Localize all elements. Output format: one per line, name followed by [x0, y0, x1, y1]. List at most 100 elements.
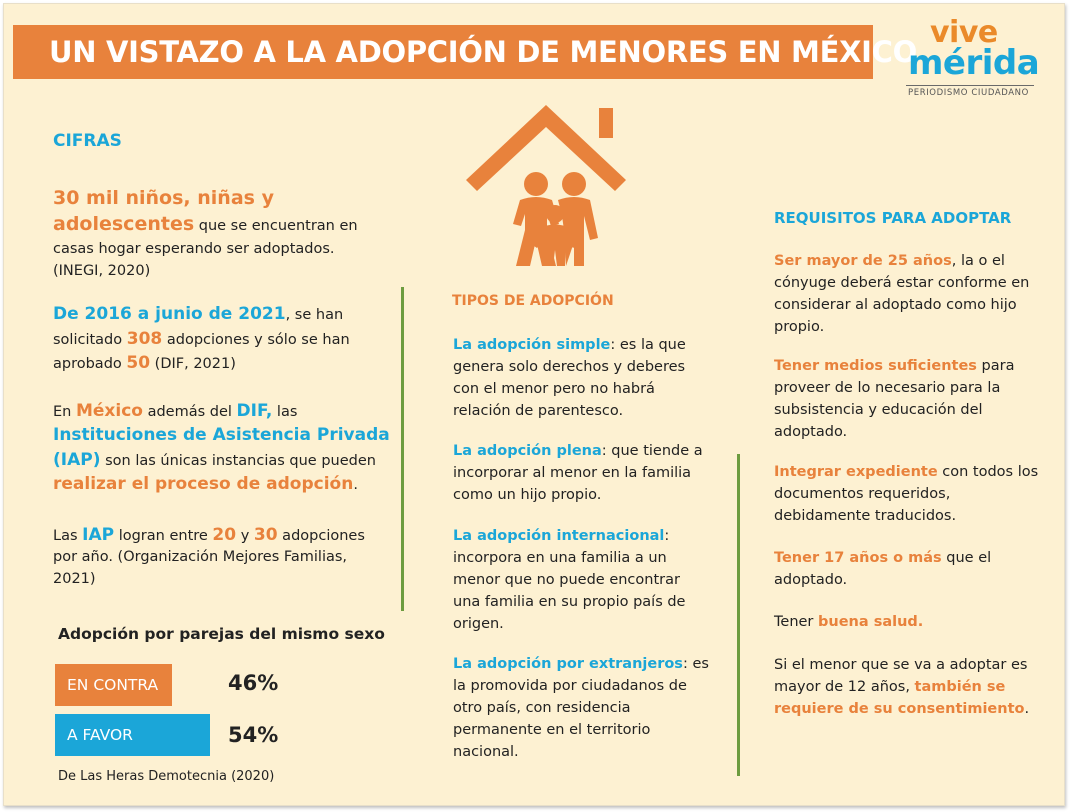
- tipo-4-line4: permanente en el territorio: [453, 722, 651, 738]
- cifras-highlight: IAP: [82, 525, 115, 545]
- tipo-text: :: [664, 528, 670, 544]
- cifras-p1-source: (INEGI, 2020): [53, 263, 151, 279]
- tipo-text: : es: [682, 656, 709, 672]
- req-1-line2: cónyuge deberá estar conforme en: [774, 275, 1030, 291]
- req-6-line3: requiere de su consentimiento.: [774, 698, 1029, 720]
- req-6-line2: mayor de 12 años, también se: [774, 676, 1005, 698]
- tipo-3-line2: incorpora en una familia a un: [453, 550, 667, 566]
- cifras-text: y: [236, 528, 254, 544]
- req-highlight: buena salud.: [818, 614, 924, 630]
- req-highlight: Ser mayor de 25 años: [774, 253, 952, 269]
- cifras-p2-line2: solicitado 308 adopciones y sólo se han: [53, 328, 350, 351]
- column-divider-right: [737, 454, 740, 776]
- tipos-heading: TIPOS DE ADOPCIÓN: [452, 293, 614, 309]
- cifras-p2-line3: aprobado 50 (DIF, 2021): [53, 352, 236, 375]
- cifras-highlight: De 2016 a junio de 2021: [53, 304, 286, 324]
- req-highlight: también se: [914, 679, 1006, 695]
- poll-source: De Las Heras Demotecnia (2020): [58, 769, 275, 784]
- req-3-line1: Integrar expediente con todos los: [774, 461, 1038, 483]
- cifras-p3-line2: Instituciones de Asistencia Privada: [53, 424, 390, 447]
- tipo-title: La adopción por extranjeros: [453, 656, 683, 672]
- cifras-highlight: adolescentes: [53, 213, 195, 235]
- logo-divider: [906, 85, 1034, 86]
- req-text: mayor de 12 años,: [774, 679, 915, 695]
- tipo-4-line3: otro país, con residencia: [453, 700, 631, 716]
- req-2-line1: Tener medios suficientes para: [774, 355, 1014, 377]
- req-1-line3: considerar al adoptado como hijo: [774, 297, 1017, 313]
- tipo-4-line1: La adopción por extranjeros: es: [453, 653, 709, 675]
- req-2-line3: subsistencia y educación del: [774, 402, 983, 418]
- tipo-3-line4: una familia en su propio país de: [453, 594, 686, 610]
- cifras-text: logran entre: [114, 528, 213, 544]
- logo-line1: vive: [930, 15, 998, 50]
- cifras-highlight: 30 mil niños, niñas y: [53, 187, 274, 209]
- cifras-highlight: (IAP): [53, 450, 101, 470]
- req-1-line1: Ser mayor de 25 años, la o el: [774, 250, 1005, 272]
- poll-title: Adopción por parejas del mismo sexo: [58, 625, 385, 643]
- cifras-text: son las únicas instancias que pueden: [100, 453, 376, 469]
- family-house-icon: [466, 105, 626, 266]
- poll-bar-favor: A FAVOR: [55, 714, 210, 756]
- vive-merida-logo: vive mérida PERIODISMO CIUDADANO: [902, 15, 1040, 98]
- cifras-highlight: Instituciones de Asistencia Privada: [53, 425, 390, 445]
- cifras-p4-line2: por año. (Organización Mejores Familias,: [53, 549, 348, 565]
- cifras-p1-line2: adolescentes que se encuentran en: [53, 212, 358, 238]
- req-4-line1: Tener 17 años o más que el: [774, 547, 991, 569]
- req-text: que el: [941, 550, 992, 566]
- req-5-line1: Tener buena salud.: [774, 611, 923, 633]
- cifras-text: Las: [53, 528, 83, 544]
- cifras-text: En: [53, 404, 76, 420]
- req-3-line3: debidamente traducidos.: [774, 508, 957, 524]
- tipo-1-line3: con el menor pero no habrá: [453, 381, 655, 397]
- req-2-line4: adoptado.: [774, 424, 848, 440]
- tipo-4-line5: nacional.: [453, 744, 519, 760]
- tipo-3-line1: La adopción internacional:: [453, 525, 669, 547]
- infographic-canvas: UN VISTAZO A LA ADOPCIÓN DE MENORES EN M…: [3, 3, 1065, 806]
- req-text: .: [1024, 701, 1030, 717]
- column-divider-left: [401, 287, 404, 611]
- cifras-highlight: 50: [126, 353, 151, 373]
- cifras-highlight: México: [75, 401, 143, 421]
- tipo-4-line2: la promovida por ciudadanos de: [453, 678, 687, 694]
- cifras-text: que se encuentran en: [194, 218, 358, 234]
- page-title: UN VISTAZO A LA ADOPCIÓN DE MENORES EN M…: [49, 35, 917, 69]
- poll-label-favor: A FAVOR: [67, 726, 133, 744]
- tipo-1-line4: relación de parentesco.: [453, 403, 624, 419]
- req-4-line2: adoptado.: [774, 572, 848, 588]
- req-1-line4: propio.: [774, 319, 825, 335]
- cifras-p1-line1: 30 mil niños, niñas y: [53, 186, 274, 212]
- cifras-text: , se han: [285, 307, 344, 323]
- tipo-text: : que tiende a: [601, 443, 703, 459]
- tipo-1-line1: La adopción simple: es la que: [453, 334, 686, 356]
- poll-pct-favor: 54%: [228, 723, 279, 747]
- cifras-p3-line1: En México además del DIF, las: [53, 400, 297, 423]
- req-highlight: Integrar expediente: [774, 464, 938, 480]
- tipo-1-line2: genera solo derechos y deberes: [453, 359, 686, 375]
- cifras-text: las: [272, 404, 298, 420]
- cifras-text: .: [353, 477, 358, 493]
- poll-bar-against: EN CONTRA: [55, 664, 172, 706]
- tipo-2-line1: La adopción plena: que tiende a: [453, 440, 703, 462]
- req-text: para: [976, 358, 1015, 374]
- logo-line2: mérida: [908, 43, 1040, 83]
- poll-label-against: EN CONTRA: [67, 676, 159, 694]
- req-text: , la o el: [951, 253, 1005, 269]
- req-text: con todos los: [937, 464, 1039, 480]
- req-3-line2: documentos requeridos,: [774, 486, 951, 502]
- tipo-title: La adopción plena: [453, 443, 602, 459]
- req-highlight: requiere de su consentimiento: [774, 701, 1025, 717]
- cifras-p2-line1: De 2016 a junio de 2021, se han: [53, 303, 343, 326]
- cifras-text: adopciones: [277, 528, 365, 544]
- requisitos-heading: REQUISITOS PARA ADOPTAR: [774, 209, 1012, 227]
- cifras-highlight: realizar el proceso de adopción: [53, 474, 354, 494]
- tipo-2-line3: como un hijo propio.: [453, 487, 602, 503]
- req-highlight: Tener medios suficientes: [774, 358, 977, 374]
- cifras-p3-line4: realizar el proceso de adopción.: [53, 473, 358, 496]
- tipo-title: La adopción simple: [453, 337, 611, 353]
- cifras-text: aprobado: [53, 356, 127, 372]
- cifras-text: además del: [142, 404, 237, 420]
- cifras-text: (DIF, 2021): [150, 356, 236, 372]
- cifras-highlight: 20: [212, 525, 237, 545]
- tipo-3-line5: origen.: [453, 616, 504, 632]
- req-2-line2: proveer de lo necesario para la: [774, 380, 1001, 396]
